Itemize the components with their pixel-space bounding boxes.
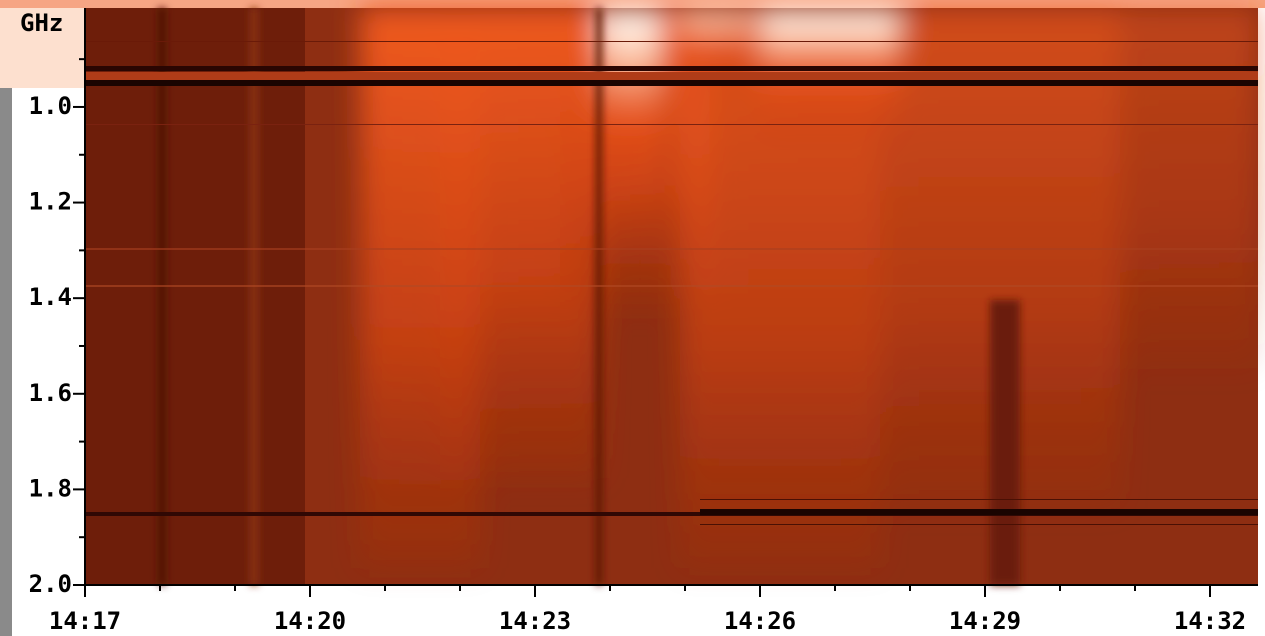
top-bar <box>0 0 1265 8</box>
corner-panel <box>0 0 85 88</box>
y-tick-label: 1.2 <box>29 188 72 216</box>
band-line <box>700 509 1258 515</box>
band-line <box>85 80 1258 86</box>
y-tick-label: 1.0 <box>29 92 72 120</box>
spectrogram <box>85 8 1258 585</box>
x-tick-label: 14:17 <box>49 607 121 635</box>
spectrogram-region <box>85 8 305 585</box>
band-line <box>85 285 1258 287</box>
y-tick-label: 2.0 <box>29 570 72 598</box>
y-tick-label: 1.4 <box>29 283 72 311</box>
x-tick-label: 14:32 <box>1174 607 1246 635</box>
emission <box>360 8 1258 568</box>
y-tick-label: 1.6 <box>29 379 72 407</box>
x-tick-label: 14:20 <box>274 607 346 635</box>
band-line <box>85 72 1258 80</box>
band-line <box>85 41 1258 42</box>
x-tick-label: 14:23 <box>499 607 571 635</box>
y-tick-label: 1.8 <box>29 474 72 502</box>
band-line <box>85 248 1258 250</box>
vertical-features <box>158 8 1020 585</box>
band-line <box>85 512 1258 516</box>
side-strip <box>0 88 12 636</box>
x-tick-label: 14:29 <box>949 607 1021 635</box>
band-line <box>700 524 1258 525</box>
band-line <box>700 499 1258 500</box>
y-axis-label: GHz <box>20 9 63 37</box>
band-line <box>85 124 1258 125</box>
x-tick-label: 14:26 <box>724 607 796 635</box>
band-line <box>85 66 1258 71</box>
